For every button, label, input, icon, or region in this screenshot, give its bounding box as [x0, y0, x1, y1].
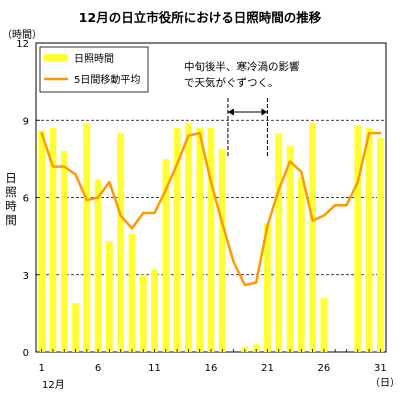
y-axis-label-char: 時	[5, 199, 17, 213]
legend-label-moving-average: 5日間移動平均	[74, 73, 140, 86]
annotation-arrowhead	[261, 108, 268, 116]
bar-series	[38, 122, 384, 353]
bar	[94, 179, 102, 352]
bar	[117, 133, 125, 352]
bar	[286, 146, 294, 352]
annotation-arrowhead	[227, 108, 234, 116]
x-tick-label: 31	[374, 363, 387, 374]
bar	[309, 122, 316, 352]
bar	[354, 125, 362, 353]
bar	[72, 303, 79, 352]
x-tick-label: 21	[261, 363, 274, 374]
chart-title: 12月の日立市役所における日照時間の推移	[79, 10, 322, 25]
month-label: 12月	[42, 379, 65, 391]
x-axis-unit: （日）	[370, 377, 400, 389]
line-series	[40, 131, 382, 287]
y-axis-label-char: 日	[5, 171, 17, 185]
bar	[196, 127, 204, 352]
bar	[207, 127, 215, 352]
y-axis-label-char: 間	[5, 213, 17, 227]
bar	[275, 133, 283, 352]
bar	[139, 274, 147, 352]
annotation-text: で天気がぐずつく。	[184, 76, 279, 89]
bar	[376, 138, 384, 352]
bar	[49, 127, 57, 352]
bar	[106, 241, 113, 352]
x-tick-label: 1	[38, 363, 44, 374]
x-tick-label: 26	[318, 363, 331, 374]
y-tick-label: 12	[16, 39, 29, 50]
y-axis-label-char: 照	[5, 185, 17, 199]
bar	[365, 127, 373, 352]
legend-swatch-sunshine	[44, 54, 68, 62]
bar	[264, 223, 271, 352]
y-axis-unit: （時間）	[2, 29, 42, 41]
bar	[128, 233, 136, 352]
x-tick-label: 11	[148, 363, 161, 374]
bar	[60, 151, 68, 352]
moving-average-line	[40, 131, 382, 287]
bar	[38, 130, 46, 352]
bar	[320, 297, 328, 352]
annotation-text: 中旬後半、寒冷渦の影響	[184, 60, 300, 73]
y-tick-label: 3	[23, 271, 29, 282]
bar	[252, 344, 260, 352]
legend-label-sunshine: 日照時間	[74, 53, 114, 65]
y-axis-label: 日照時間	[5, 171, 17, 227]
bar	[162, 158, 170, 352]
x-tick-label: 16	[205, 363, 218, 374]
bar	[83, 122, 91, 352]
y-tick-label: 9	[23, 116, 29, 127]
x-tick-label: 6	[95, 363, 101, 374]
bar	[151, 269, 158, 352]
y-tick-label: 0	[23, 348, 29, 359]
bar	[185, 122, 192, 352]
legend: 日照時間 5日間移動平均	[39, 46, 149, 93]
bar	[218, 148, 226, 352]
bar	[297, 176, 305, 352]
bar	[173, 127, 181, 352]
y-tick-label: 6	[23, 194, 29, 205]
